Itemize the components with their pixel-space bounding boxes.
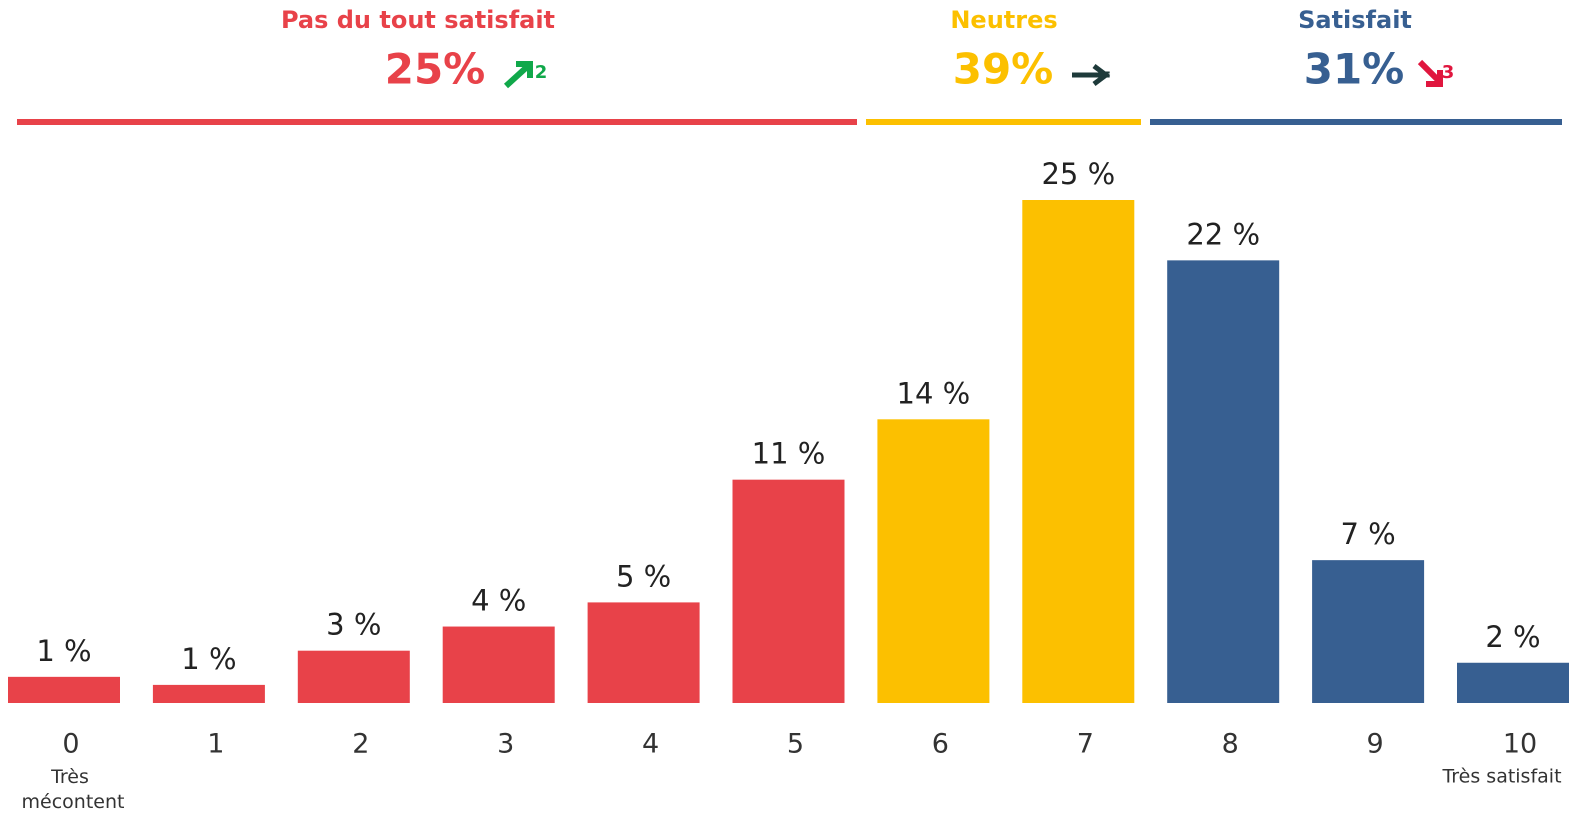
bar [1457,662,1569,703]
group-value: 25% [385,45,486,94]
group-title: Neutres [950,6,1057,34]
bar [1167,260,1280,703]
bar [587,602,700,703]
x-tick-label: 3 [497,729,514,760]
x-tick-label: 7 [1077,729,1094,760]
bar [8,676,120,703]
value-label: 25 % [1041,157,1115,191]
x-tick-label: 10 [1503,729,1537,760]
x-tick-label: 6 [932,729,949,760]
trend-arrow [503,61,533,89]
value-label: 5 % [616,559,671,593]
value-label: 22 % [1186,217,1260,251]
x-tick-label: 5 [787,729,804,760]
bar [1312,560,1425,703]
value-label: 1 % [36,634,91,668]
category-note-line: Très [50,766,89,788]
bar [442,626,555,703]
bar [152,684,265,703]
x-tick-label: 0 [62,729,79,760]
x-tick-label: 2 [352,729,369,760]
bar [877,419,990,703]
value-label: 11 % [752,437,826,471]
x-tick-label: 1 [207,729,224,760]
value-label: 3 % [326,608,381,642]
value-label: 14 % [897,376,971,410]
category-note: Très satisfait [1441,766,1561,788]
x-tick-label: 8 [1222,729,1239,760]
trend-arrow [1417,59,1443,87]
value-label: 4 % [471,584,526,618]
bar [1022,200,1135,703]
group-trend: = [1096,64,1111,85]
x-tick-label: 9 [1367,729,1384,760]
value-label: 7 % [1340,517,1395,551]
bar [297,650,410,703]
trend-arrow [1072,64,1111,86]
bar [732,479,845,703]
group-value: 39% [953,45,1054,94]
group-trend: 3 [1442,62,1455,83]
value-label: 1 % [181,642,236,676]
group-trend: 2 [535,62,548,83]
group-title: Pas du tout satisfait [281,6,555,34]
group-title: Satisfait [1298,6,1412,34]
category-note-line: mécontent [22,791,125,813]
group-value: 31% [1304,45,1405,94]
category-note: Très mécontent [22,766,125,813]
x-tick-label: 4 [642,729,659,760]
value-label: 2 % [1485,620,1540,654]
